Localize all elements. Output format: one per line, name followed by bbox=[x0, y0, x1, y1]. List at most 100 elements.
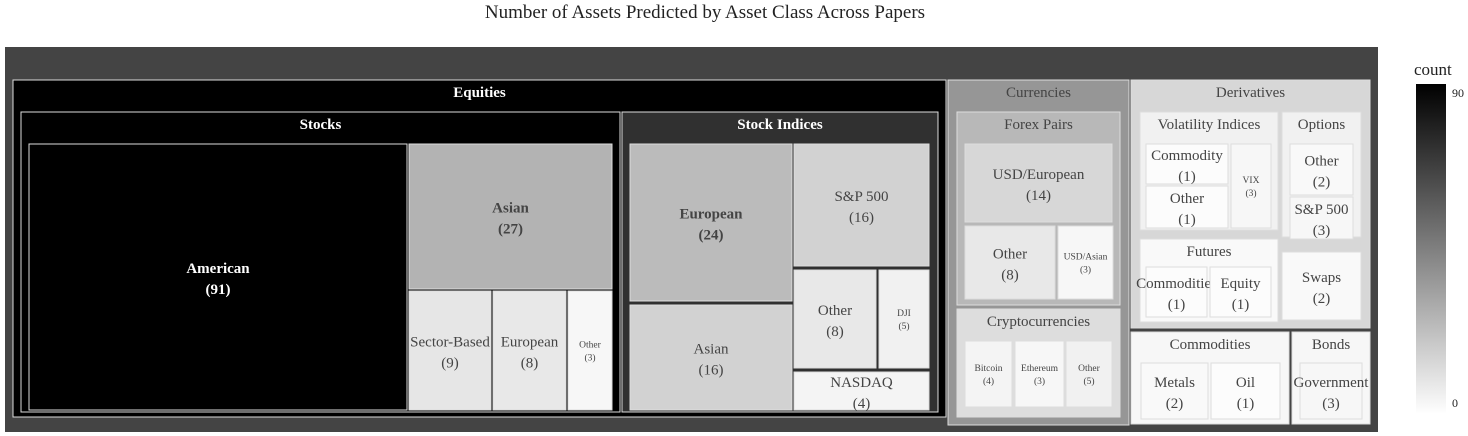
treemap-tile-derivatives-swaps[interactable] bbox=[1281, 251, 1362, 321]
treemap-tile-equities-stock-indices-sandp-500[interactable] bbox=[793, 143, 930, 267]
treemap-label-derivatives-volatility-indices-commodity: Commodity bbox=[1151, 148, 1223, 164]
treemap-label-derivatives-futures-commodities: Commodities bbox=[1136, 276, 1217, 292]
treemap-tile-derivatives-volatility-indices-vix[interactable] bbox=[1230, 143, 1272, 229]
treemap-label-commodities: Commodities bbox=[1170, 337, 1251, 353]
treemap-tile-equities-stock-indices-asian[interactable] bbox=[629, 304, 793, 411]
treemap-label-currencies-forex-pairs-other: Other bbox=[993, 247, 1027, 263]
treemap-tile-equities-stocks-asian[interactable] bbox=[408, 143, 613, 290]
treemap-tile-derivatives-volatility-indices-other[interactable] bbox=[1145, 185, 1229, 229]
treemap-tile-equities-stock-indices-nasdaq[interactable] bbox=[793, 371, 930, 411]
treemap-tile-equities-stock-indices-dji[interactable] bbox=[878, 269, 930, 369]
treemap-value-commodities-oil: (1) bbox=[1237, 396, 1255, 412]
treemap-label-bonds: Bonds bbox=[1312, 337, 1351, 353]
treemap-label-derivatives-options-sandp-500: S&P 500 bbox=[1294, 202, 1348, 218]
treemap-value-currencies-cryptocurrencies-bitcoin: (4) bbox=[983, 376, 994, 387]
treemap-tile-currencies-forex-pairs-usd-asian[interactable] bbox=[1057, 225, 1114, 300]
treemap-value-currencies-forex-pairs-other: (8) bbox=[1001, 268, 1019, 284]
treemap-tile-derivatives-options-other[interactable] bbox=[1289, 143, 1354, 196]
colorbar bbox=[1416, 84, 1446, 414]
treemap-label-currencies: Currencies bbox=[1006, 85, 1071, 101]
treemap-value-derivatives-swaps: (2) bbox=[1313, 291, 1331, 307]
treemap-tile-currencies-forex-pairs-usd-european[interactable] bbox=[964, 143, 1113, 223]
treemap-value-equities-stocks-american: (91) bbox=[206, 282, 231, 298]
treemap-value-derivatives-volatility-indices-vix: (3) bbox=[1245, 188, 1256, 199]
treemap-tile-currencies-cryptocurrencies-other[interactable] bbox=[1065, 340, 1113, 408]
treemap-label-bonds-government: Government bbox=[1294, 375, 1370, 391]
treemap-value-derivatives-futures-commodities: (1) bbox=[1168, 297, 1186, 313]
treemap-label-currencies-forex-pairs: Forex Pairs bbox=[1004, 117, 1073, 133]
treemap-label-currencies-forex-pairs-usd-european: USD/European bbox=[993, 167, 1085, 183]
treemap-label-equities-stocks: Stocks bbox=[300, 117, 342, 133]
treemap-label-equities-stocks-asian: Asian bbox=[492, 201, 529, 217]
treemap-label-equities-stocks-sector-based: Sector-Based bbox=[410, 335, 490, 351]
treemap-tile-currencies-cryptocurrencies-ethereum[interactable] bbox=[1014, 340, 1065, 408]
treemap-value-equities-stock-indices-european: (24) bbox=[699, 228, 724, 244]
colorbar-title: count bbox=[1414, 60, 1452, 79]
treemap-value-equities-stocks-other: (3) bbox=[584, 353, 595, 364]
treemap-tile-commodities-oil[interactable] bbox=[1210, 362, 1281, 420]
treemap-tile-currencies-cryptocurrencies-bitcoin[interactable] bbox=[964, 340, 1013, 408]
treemap-value-equities-stocks-asian: (27) bbox=[498, 222, 523, 238]
treemap-label-equities-stock-indices-european: European bbox=[679, 207, 743, 223]
treemap-value-equities-stock-indices-other: (8) bbox=[826, 324, 844, 340]
treemap-tile-commodities-metals[interactable] bbox=[1140, 362, 1209, 420]
treemap-value-equities-stocks-european: (8) bbox=[521, 356, 539, 372]
treemap-tile-derivatives-futures-equity[interactable] bbox=[1209, 266, 1272, 318]
treemap-value-equities-stocks-sector-based: (9) bbox=[441, 356, 459, 372]
treemap-label-derivatives-swaps: Swaps bbox=[1302, 270, 1341, 286]
treemap-tile-equities-stocks-sector-based[interactable] bbox=[408, 290, 492, 411]
treemap-value-commodities-metals: (2) bbox=[1166, 396, 1184, 412]
treemap-label-currencies-forex-pairs-usd-asian: USD/Asian bbox=[1064, 253, 1108, 263]
treemap-tile-equities-stocks-american[interactable] bbox=[28, 143, 408, 411]
treemap-label-derivatives-volatility-indices-other: Other bbox=[1170, 191, 1204, 207]
treemap-value-currencies-cryptocurrencies-ethereum: (3) bbox=[1034, 376, 1045, 387]
treemap-tile-equities-stock-indices-european[interactable] bbox=[629, 143, 793, 302]
treemap-tile-equities-stocks-european[interactable] bbox=[492, 290, 567, 411]
treemap-value-currencies-forex-pairs-usd-asian: (3) bbox=[1080, 265, 1091, 276]
treemap-tile-equities-stock-indices-other[interactable] bbox=[793, 269, 877, 369]
colorbar-tick-max: 90 bbox=[1452, 86, 1464, 100]
treemap-value-equities-stock-indices-nasdaq: (4) bbox=[853, 396, 871, 412]
treemap-label-derivatives-volatility-indices: Volatility Indices bbox=[1158, 117, 1261, 133]
treemap-label-commodities-oil: Oil bbox=[1236, 375, 1255, 391]
treemap-label-equities-stock-indices-nasdaq: NASDAQ bbox=[830, 375, 893, 391]
treemap-label-currencies-cryptocurrencies-ethereum: Ethereum bbox=[1021, 364, 1059, 374]
treemap-value-derivatives-options-sandp-500: (3) bbox=[1313, 223, 1331, 239]
treemap-value-currencies-forex-pairs-usd-european: (14) bbox=[1026, 188, 1051, 204]
treemap-label-commodities-metals: Metals bbox=[1154, 375, 1195, 391]
treemap-label-equities-stock-indices-other: Other bbox=[818, 303, 852, 319]
treemap-tile-equities-stocks-other[interactable] bbox=[567, 290, 613, 411]
treemap-tile-derivatives-futures-commodities[interactable] bbox=[1145, 266, 1208, 318]
treemap-label-equities-stocks-american: American bbox=[186, 261, 250, 277]
treemap-value-bonds-government: (3) bbox=[1322, 396, 1340, 412]
treemap-value-derivatives-options-other: (2) bbox=[1313, 175, 1331, 191]
treemap-label-currencies-cryptocurrencies-bitcoin: Bitcoin bbox=[975, 364, 1003, 374]
treemap-label-currencies-cryptocurrencies-other: Other bbox=[1078, 364, 1100, 374]
treemap-tile-derivatives-volatility-indices-commodity[interactable] bbox=[1145, 143, 1229, 185]
treemap-label-derivatives-futures: Futures bbox=[1187, 244, 1232, 260]
colorbar-tick-min: 0 bbox=[1452, 396, 1458, 410]
treemap-value-equities-stock-indices-asian: (16) bbox=[699, 363, 724, 379]
treemap-tile-bonds-government[interactable] bbox=[1299, 362, 1363, 420]
treemap-label-equities-stock-indices-asian: Asian bbox=[694, 342, 729, 358]
treemap-tile-currencies-forex-pairs-other[interactable] bbox=[964, 225, 1056, 300]
treemap-label-equities-stock-indices-dji: DJI bbox=[897, 309, 911, 319]
treemap-label-equities: Equities bbox=[453, 85, 506, 101]
treemap-value-derivatives-volatility-indices-other: (1) bbox=[1178, 212, 1196, 228]
treemap-label-derivatives-options-other: Other bbox=[1304, 154, 1338, 170]
treemap-value-equities-stock-indices-sandp-500: (16) bbox=[849, 210, 874, 226]
treemap-tile-derivatives-options-sandp-500[interactable] bbox=[1289, 196, 1354, 240]
treemap-value-equities-stock-indices-dji: (5) bbox=[898, 321, 909, 332]
treemap-label-equities-stocks-other: Other bbox=[579, 341, 601, 351]
treemap-value-derivatives-volatility-indices-commodity: (1) bbox=[1178, 169, 1196, 185]
chart-title: Number of Assets Predicted by Asset Clas… bbox=[484, 2, 926, 23]
treemap-label-equities-stocks-european: European bbox=[501, 335, 559, 351]
treemap-label-equities-stock-indices-sandp-500: S&P 500 bbox=[834, 189, 888, 205]
treemap-label-derivatives-futures-equity: Equity bbox=[1221, 276, 1261, 292]
treemap-value-derivatives-futures-equity: (1) bbox=[1232, 297, 1250, 313]
treemap-label-derivatives-volatility-indices-vix: VIX bbox=[1243, 176, 1260, 186]
treemap-label-derivatives-options: Options bbox=[1298, 117, 1346, 133]
treemap-label-derivatives: Derivatives bbox=[1216, 85, 1285, 101]
treemap-label-equities-stock-indices: Stock Indices bbox=[737, 117, 823, 133]
